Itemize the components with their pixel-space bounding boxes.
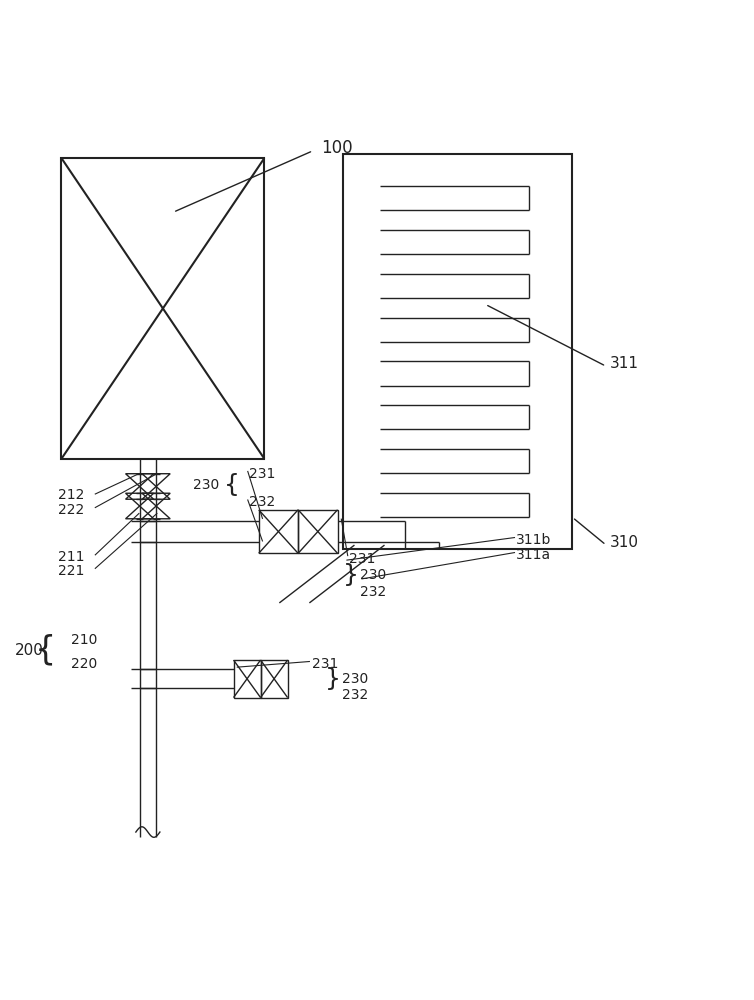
Text: }: } — [325, 667, 341, 691]
Text: 230: 230 — [360, 568, 387, 582]
Text: 221: 221 — [58, 564, 84, 578]
Text: 230: 230 — [193, 478, 219, 492]
Text: }: } — [343, 563, 359, 587]
Bar — [62, 158, 265, 459]
Text: {: { — [224, 473, 240, 497]
Text: 310: 310 — [610, 535, 639, 550]
Text: 231: 231 — [250, 467, 276, 481]
Text: 232: 232 — [250, 495, 275, 509]
Bar — [261, 660, 287, 698]
Text: 210: 210 — [71, 633, 97, 647]
Text: {: { — [35, 634, 56, 667]
Text: 231: 231 — [311, 657, 338, 671]
Text: 200: 200 — [15, 643, 44, 658]
Text: 222: 222 — [58, 503, 84, 517]
Text: 212: 212 — [58, 488, 84, 502]
Text: 211: 211 — [58, 550, 84, 564]
Bar — [343, 154, 572, 549]
Text: 220: 220 — [71, 657, 97, 671]
Text: 311b: 311b — [516, 533, 551, 547]
Bar — [259, 510, 298, 553]
Text: 230: 230 — [342, 672, 368, 686]
Text: 311: 311 — [610, 356, 639, 371]
Text: 232: 232 — [360, 585, 387, 599]
Bar — [234, 660, 261, 698]
Text: 100: 100 — [320, 139, 352, 157]
Text: 232: 232 — [342, 688, 368, 702]
Text: 231: 231 — [349, 552, 375, 566]
Bar — [298, 510, 338, 553]
Text: 311a: 311a — [516, 548, 551, 562]
